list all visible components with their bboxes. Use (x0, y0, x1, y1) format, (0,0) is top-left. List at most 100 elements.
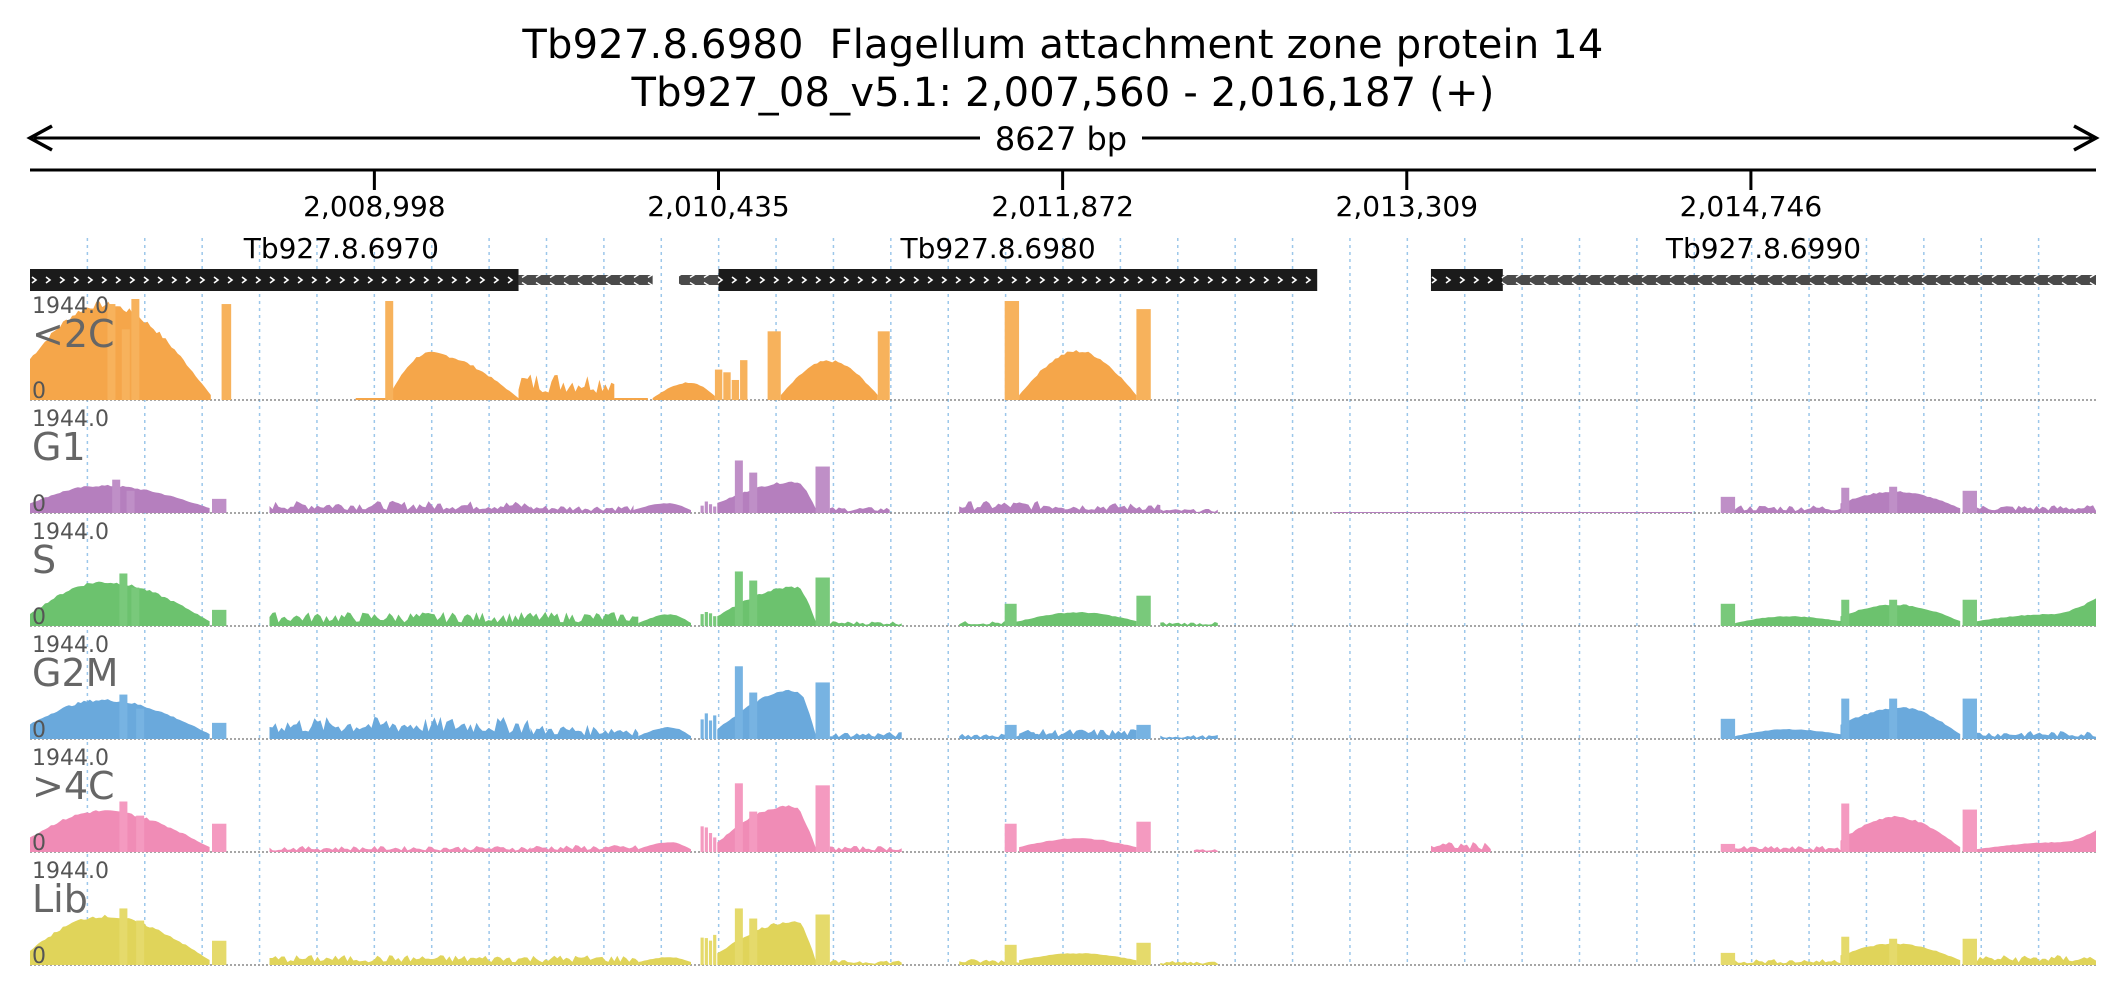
coverage-area (1160, 961, 1218, 965)
axis-tick-label: 2,010,435 (647, 190, 790, 223)
coverage-spike (1889, 698, 1898, 739)
track-name: >4C (32, 764, 115, 808)
y-max-label: 1944.0 (32, 859, 109, 884)
coverage-area (1735, 729, 1841, 739)
coverage-bar (1136, 595, 1151, 626)
gene-track: Tb927.8.6970 Tb927.8.6980 Tb927.8.6990 (30, 232, 2096, 291)
coverage-bar (700, 937, 704, 965)
coverage-bar (713, 715, 717, 739)
coverage-bar (1962, 599, 1977, 626)
y-max-label: 1944.0 (32, 407, 109, 432)
coverage-area (1840, 491, 1961, 513)
coverage-area (1193, 849, 1218, 852)
coverage-spike (749, 472, 758, 513)
coverage-spike (734, 460, 743, 513)
y-min-label: 0 (32, 944, 46, 969)
coverage-bar (708, 613, 713, 626)
axis-tick-label: 2,013,309 (1336, 190, 1479, 223)
coverage-bar (708, 833, 713, 852)
coverage-bar (1720, 603, 1736, 626)
gene-title: Tb927.8.6980 Flagellum attachment zone p… (0, 22, 2126, 68)
coverage-area (1160, 622, 1218, 626)
coverage-area (1840, 707, 1961, 739)
coverage-bar (1004, 603, 1017, 626)
coverage-area (717, 689, 816, 739)
coverage-spike (119, 573, 128, 626)
coverage-spike (1841, 936, 1850, 965)
coverage-spike (136, 708, 145, 739)
y-min-label: 0 (32, 605, 46, 630)
coverage-spike (1841, 698, 1850, 739)
y-max-label: 1944.0 (32, 633, 109, 658)
coverage-area (1332, 512, 1692, 513)
coverage-bar (704, 501, 708, 513)
coverage-area (829, 732, 902, 739)
coverage-bar (713, 506, 717, 513)
coverage-spike (119, 694, 128, 739)
coverage-area (638, 842, 691, 852)
coverage-bar (1962, 809, 1977, 852)
coverage-bar (1136, 309, 1151, 400)
coordinate-axis: 2,008,998 2,010,435 2,011,872 2,013,309 2,01… (30, 168, 2096, 223)
coverage-area (269, 846, 531, 852)
coverage-bar (1962, 698, 1977, 739)
coverage-bar (700, 719, 704, 739)
coverage-spike (119, 801, 128, 852)
coverage-area (829, 621, 902, 626)
track-name: <2C (32, 312, 115, 356)
gene-label: Tb927.8.6970 (243, 232, 439, 265)
coverage-spike (1841, 803, 1850, 852)
coverage-spike (107, 304, 116, 400)
coverage-bar (815, 914, 830, 965)
coverage-bar (1136, 724, 1151, 739)
coverage-bar (212, 823, 227, 852)
coverage-spike (749, 918, 758, 965)
coverage-area (518, 374, 615, 400)
coverage-spike (1889, 599, 1898, 626)
coverage-bar (815, 466, 830, 513)
coverage-area (355, 398, 390, 400)
coverage-bar (704, 827, 708, 852)
coverage-area (1735, 616, 1841, 626)
coverage-area (638, 957, 691, 965)
coverage-bar (1720, 952, 1736, 965)
span-arrow-right-icon (2073, 124, 2100, 152)
coverage-bar (731, 379, 740, 400)
coverage-spike (131, 299, 140, 400)
coverage-spike (734, 783, 743, 852)
coverage-bar (815, 577, 830, 626)
coverage-area (717, 921, 816, 965)
axis-tick-label: 2,011,872 (991, 190, 1134, 223)
coverage-bar (877, 331, 890, 400)
track-S: 1944.0S 0 (30, 520, 2096, 630)
coverage-bar (700, 826, 704, 852)
y-max-label: 1944.0 (32, 520, 109, 545)
coverage-bar (713, 934, 717, 965)
coverage-area (1735, 959, 1841, 965)
gene-model: Tb927.8.6970 (30, 232, 653, 291)
coverage-area (829, 846, 902, 852)
coverage-area (1840, 604, 1961, 626)
coverage-bar (700, 614, 704, 626)
y-max-label: 1944.0 (32, 294, 109, 319)
coverage-area (1064, 503, 1161, 513)
y-min-label: 0 (32, 831, 46, 856)
coverage-bar (740, 360, 748, 400)
coverage-bar (723, 372, 731, 400)
coverage-bar (708, 940, 713, 965)
track-4C: 1944.0>4C 0 (30, 746, 2096, 856)
coverage-spike (734, 571, 743, 626)
coverage-spike (734, 908, 743, 965)
cds-block (1430, 269, 1503, 291)
cds-block (30, 269, 519, 291)
y-min-label: 0 (32, 718, 46, 743)
utr3-block (1502, 275, 2096, 285)
gene-model: Tb927.8.6980 (678, 232, 1318, 291)
coverage-area (1976, 598, 2096, 626)
coverage-area (269, 716, 531, 739)
coverage-spike (1841, 487, 1850, 513)
coverage-spike (121, 329, 130, 400)
coverage-area (1976, 955, 2096, 965)
gene-description: Flagellum attachment zone protein 14 (829, 22, 1604, 68)
